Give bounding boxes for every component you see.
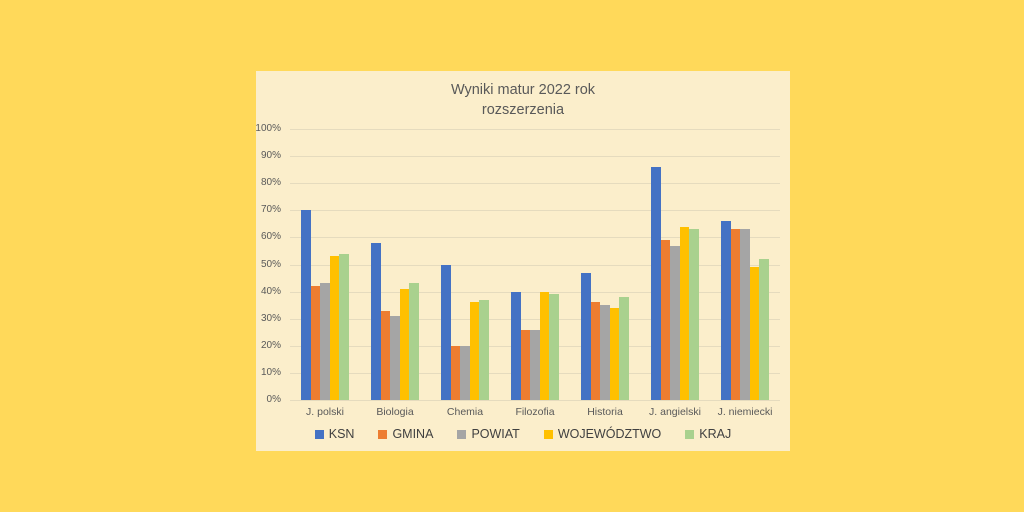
gridline-80%: [290, 183, 780, 185]
chart-title-line2: rozszerzenia: [481, 102, 565, 118]
bar-województwo-4: [609, 307, 620, 400]
bar-gmina-2: [450, 345, 461, 400]
bar-powiat-5: [670, 245, 680, 400]
x-tick-label-0: J. polski: [306, 406, 344, 418]
bar-województwo-3: [539, 291, 550, 400]
bar-województwo-0: [329, 256, 340, 400]
bar-kraj-0: [339, 253, 349, 400]
legend-item-województwo: WOJEWÓDZTWO: [543, 427, 662, 441]
legend-label: WOJEWÓDZTWO: [557, 427, 662, 441]
x-tick-label-1: Biologia: [376, 406, 414, 418]
x-tick-label-3: Filozofia: [515, 406, 555, 418]
bar-kraj-6: [759, 259, 769, 400]
gridline-70%: [290, 210, 780, 212]
legend-item-powiat: POWIAT: [457, 427, 520, 441]
legend-label: KRAJ: [699, 427, 732, 441]
bar-powiat-4: [600, 305, 610, 400]
chart-legend: KSN GMINA POWIAT WOJEWÓDZTWO KRAJ: [256, 427, 790, 441]
x-tick-label-2: Chemia: [446, 406, 484, 418]
legend-label: GMINA: [392, 427, 434, 441]
chart-title-line1: Wyniki matur 2022 rok: [450, 82, 596, 98]
bar-gmina-4: [590, 302, 601, 400]
legend-swatch-icon: [685, 429, 695, 439]
bar-ksn-1: [371, 242, 381, 400]
bar-województwo-5: [679, 226, 690, 400]
bar-ksn-5: [651, 166, 661, 400]
gridline-90%: [290, 156, 780, 158]
bar-powiat-1: [390, 315, 400, 400]
legend-swatch-icon: [314, 429, 324, 439]
legend-swatch-icon: [457, 429, 467, 439]
legend-item-ksn: KSN: [314, 427, 355, 441]
y-tick-label-0%: 0%: [266, 394, 281, 405]
legend-swatch-icon: [378, 429, 388, 439]
chart-panel: Wyniki matur 2022 rok rozszerzenia 0% 10%…: [255, 71, 790, 451]
legend-label: KSN: [328, 427, 355, 441]
gridline-30%: [290, 318, 780, 320]
bar-ksn-2: [441, 264, 451, 400]
bar-ksn-4: [581, 272, 591, 400]
bar-kraj-1: [409, 283, 419, 400]
bar-gmina-3: [520, 329, 531, 400]
bar-gmina-5: [660, 240, 671, 400]
bar-gmina-6: [730, 229, 741, 400]
chart-title: Wyniki matur 2022 rok rozszerzenia: [256, 80, 790, 120]
bar-województwo-1: [399, 288, 410, 400]
bar-ksn-0: [301, 210, 311, 400]
y-tick-label-50%: 50%: [260, 258, 281, 270]
gridline-40%: [290, 291, 780, 293]
bar-powiat-3: [530, 329, 540, 400]
bar-gmina-0: [310, 286, 321, 400]
bar-województwo-6: [749, 267, 760, 400]
bar-ksn-6: [721, 221, 731, 400]
plot-area: 0% 10% 20% 30% 40% 50% 60% 70% 80% 90% 100% J. pols…: [255, 123, 780, 418]
gridline-0%: [290, 400, 780, 401]
y-tick-label-40%: 40%: [260, 285, 281, 297]
y-tick-label-80%: 80%: [260, 177, 281, 189]
y-tick-label-10%: 10%: [260, 366, 281, 378]
y-tick-label-30%: 30%: [260, 312, 281, 324]
gridline-100%: [290, 129, 780, 130]
bar-powiat-0: [320, 283, 330, 400]
y-tick-label-100%: 100%: [255, 123, 281, 134]
bar-powiat-6: [740, 229, 750, 400]
y-tick-label-60%: 60%: [260, 231, 281, 243]
bar-województwo-2: [469, 302, 480, 400]
x-tick-label-6: J. niemiecki: [717, 406, 773, 418]
legend-item-kraj: KRAJ: [685, 427, 731, 441]
bar-kraj-4: [619, 297, 629, 400]
bar-powiat-2: [460, 345, 470, 400]
x-tick-label-5: J. angielski: [649, 406, 701, 418]
bar-ksn-3: [511, 291, 521, 400]
bar-kraj-3: [549, 294, 559, 400]
y-tick-label-90%: 90%: [260, 150, 281, 162]
gridline-60%: [290, 237, 780, 239]
legend-item-gmina: GMINA: [378, 427, 433, 441]
bar-kraj-5: [689, 229, 699, 400]
bar-gmina-1: [380, 310, 391, 400]
legend-swatch-icon: [543, 429, 553, 439]
bar-kraj-2: [479, 299, 489, 400]
legend-label: POWIAT: [471, 427, 520, 441]
y-tick-label-20%: 20%: [260, 339, 281, 351]
gridline-50%: [290, 264, 780, 266]
x-tick-label-4: Historia: [587, 406, 623, 418]
y-tick-label-70%: 70%: [260, 204, 281, 216]
